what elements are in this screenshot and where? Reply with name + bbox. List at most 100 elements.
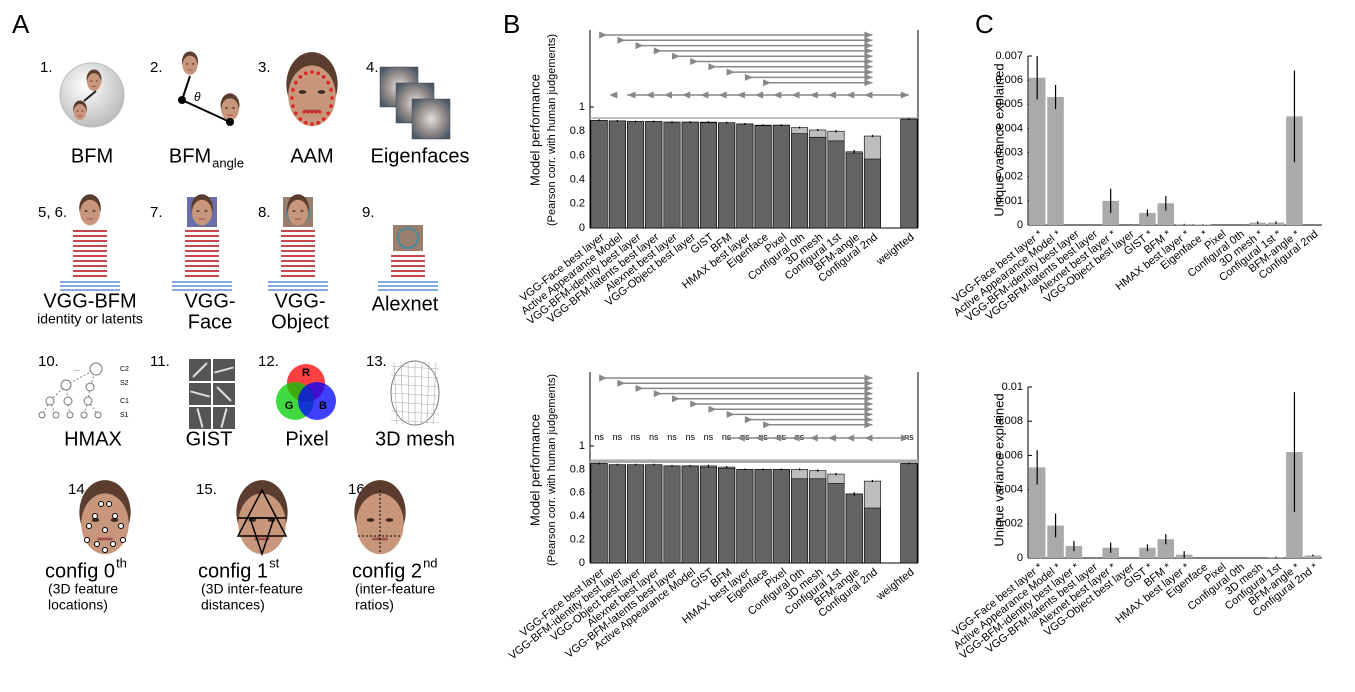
feature-point [107, 502, 112, 507]
model-number: 10. [38, 353, 59, 370]
panel-label: B [503, 9, 520, 39]
skin [183, 56, 198, 75]
model-label: Pixel [285, 428, 328, 450]
hmax-label: S1 [120, 412, 129, 419]
arrow-head [763, 421, 771, 428]
model-note: locations) [48, 597, 108, 613]
noise-ceiling [590, 117, 918, 119]
eye [92, 210, 95, 212]
model-label: Face [188, 311, 232, 333]
bar-lower [773, 125, 789, 228]
eye [386, 518, 394, 522]
model-label: BFM [71, 145, 113, 167]
eye [90, 80, 92, 81]
hmax-label: S2 [120, 380, 129, 387]
face-icon [87, 69, 102, 90]
arrow-head [682, 92, 690, 99]
landmark [322, 117, 326, 121]
landmark [330, 96, 334, 100]
arrow-head [828, 435, 836, 442]
arrow-head [755, 92, 763, 99]
model-note: (3D inter-feature [201, 581, 303, 597]
arrow-head [672, 395, 680, 402]
arrow-head [792, 92, 800, 99]
arrow-head [617, 37, 625, 44]
face-icon [287, 194, 309, 225]
bar-lower [700, 467, 716, 563]
feature-point [85, 538, 90, 543]
arrow-head [864, 92, 872, 99]
y-tick-label: 0.007 [995, 50, 1023, 62]
model-label: VGG-BFM [43, 290, 136, 312]
eye [204, 210, 207, 212]
bar [1029, 78, 1046, 225]
page: A B C 1.BFM2.θBFMangle3.AAM4.Eigenfaces5… [0, 0, 1355, 692]
y-tick-label: 0 [1017, 552, 1023, 564]
landmark [310, 122, 314, 126]
feature-point [93, 514, 98, 519]
eye [299, 90, 307, 94]
annotation: ns [613, 432, 623, 442]
eye [300, 210, 303, 212]
dot [178, 96, 186, 104]
hmax-unit [39, 412, 45, 418]
landmark [322, 75, 326, 79]
hmax-unit [90, 363, 102, 375]
bar-lower [700, 123, 716, 228]
model-label: GIST [186, 428, 233, 450]
bar-lower [864, 508, 880, 563]
layers [185, 229, 219, 279]
landmark [316, 121, 320, 125]
arrow-head [810, 92, 818, 99]
model-number: 11. [150, 353, 170, 370]
arrow-head [672, 53, 680, 60]
landmark [298, 75, 302, 79]
annotation: ns [722, 432, 732, 442]
bar-lower [755, 126, 771, 228]
y-axis-label: Model performance [527, 414, 542, 526]
arrow-head [828, 92, 836, 99]
skin [80, 200, 100, 226]
landmark [306, 110, 309, 113]
bar-lower [773, 469, 789, 563]
y-tick-label: 0.2 [570, 198, 585, 210]
landmark [310, 70, 314, 74]
y-axis-label: (Pearson corr. with human judgements) [546, 34, 558, 226]
landmark [314, 110, 317, 113]
eye [232, 107, 235, 108]
feature-point [99, 502, 104, 507]
feature-point [111, 542, 116, 547]
bar-lower [755, 469, 771, 563]
eye [318, 90, 326, 94]
arrow-head [599, 375, 607, 382]
arrow-head [727, 69, 735, 76]
hmax-unit [81, 412, 87, 418]
label-superscript: nd [423, 555, 437, 570]
bar-lower [591, 464, 607, 563]
arrow-head [810, 435, 818, 442]
landmark [326, 81, 330, 85]
bar-lower [627, 465, 643, 563]
model-note: distances) [201, 597, 265, 613]
feature-point [121, 538, 126, 543]
model-note: ratios) [355, 597, 394, 613]
landmark [316, 71, 320, 75]
eye [225, 107, 228, 108]
model-label: VGG- [184, 290, 235, 312]
feature-point [103, 528, 108, 533]
bar-lower [718, 468, 734, 563]
model-number: 9. [362, 204, 375, 221]
panel-label: C [975, 9, 994, 39]
arrow-head [628, 92, 636, 99]
arrow-head [646, 92, 654, 99]
model-number: 15. [196, 481, 217, 498]
y-axis-label: Unique variance explained [991, 63, 1006, 216]
bar-lower [810, 479, 826, 563]
arrow-head [727, 411, 735, 418]
landmark [294, 111, 298, 115]
bar-lower [664, 122, 680, 228]
arrow-head [846, 435, 854, 442]
arrow-head [773, 92, 781, 99]
color-channel [298, 382, 336, 420]
y-tick-label: 0.2 [570, 534, 585, 546]
